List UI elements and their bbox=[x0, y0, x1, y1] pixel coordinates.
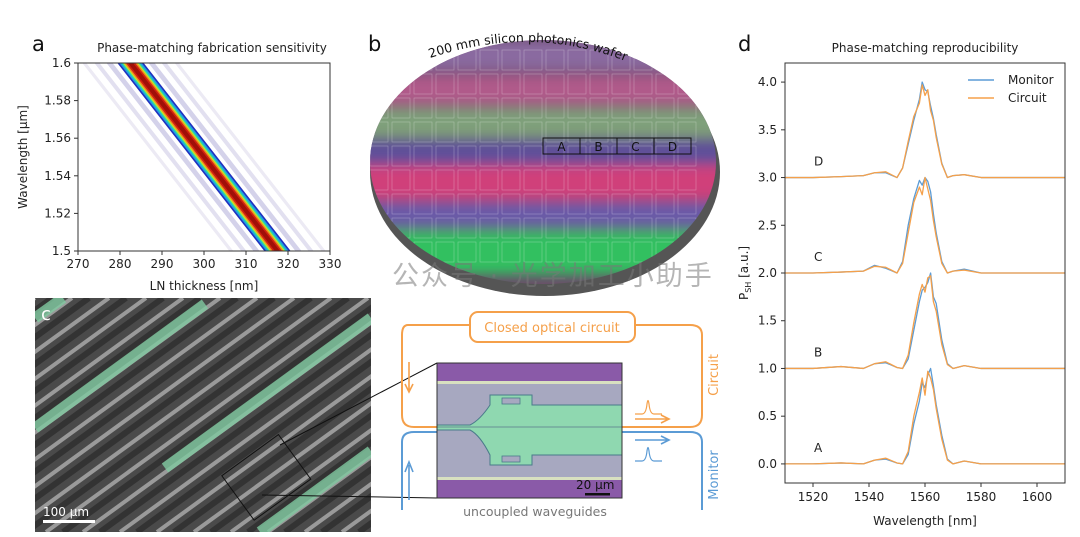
legend: Monitor Circuit bbox=[968, 73, 1054, 105]
legend-monitor-label: Monitor bbox=[1008, 73, 1054, 87]
monitor-pulse-icon bbox=[635, 446, 662, 462]
trace-label: D bbox=[814, 155, 823, 169]
circuit-side-label: Circuit bbox=[707, 354, 722, 396]
inset-micrograph bbox=[436, 362, 623, 499]
sem-scale-bar bbox=[43, 520, 95, 523]
heatmap-band bbox=[127, 63, 281, 251]
circuit-output-arrow-icon bbox=[635, 414, 671, 424]
y-tick-label: 2.0 bbox=[758, 266, 777, 280]
uncoupled-waveguides-label: uncoupled waveguides bbox=[463, 504, 607, 519]
y-tick-label: 3.5 bbox=[758, 123, 777, 137]
y-tick-label: 3.0 bbox=[758, 171, 777, 185]
circuit-arrow-down-icon bbox=[404, 362, 414, 394]
legend-circuit-label: Circuit bbox=[1008, 91, 1047, 105]
die-label: B bbox=[594, 140, 602, 154]
trace-C-monitor bbox=[785, 176, 1065, 274]
circuit-pulse-icon bbox=[635, 399, 662, 415]
heatmap-chart: 270 280 290 300 310 320 330 1.5 1.52 1.54 1.56 1.58… bbox=[16, 56, 342, 293]
trace-B-circuit bbox=[785, 275, 1065, 370]
sem-waveguide-highlights bbox=[35, 298, 371, 532]
inset-scale-label: 20 µm bbox=[576, 478, 614, 492]
heatmap-title: Phase-matching fabrication sensitivity bbox=[97, 41, 327, 55]
trace-D-circuit bbox=[785, 84, 1065, 179]
x-tick-label: 1600 bbox=[1022, 490, 1053, 504]
heatmap-band bbox=[106, 63, 260, 251]
trace-A-circuit bbox=[785, 370, 1065, 465]
monitor-output-arrow-icon bbox=[635, 435, 671, 445]
circuit-diagram: Closed optical circuit Circuit Monitor 2… bbox=[401, 311, 722, 519]
closed-circuit-box bbox=[469, 311, 636, 343]
y-tick-label: 1.5 bbox=[52, 244, 71, 258]
x-tick-label: 290 bbox=[151, 257, 174, 271]
die-box-D bbox=[653, 137, 692, 155]
panel-label-c: c bbox=[41, 304, 51, 325]
sem-scale-label: 100 µm bbox=[43, 505, 89, 519]
y-tick-label: 1.52 bbox=[44, 206, 71, 220]
heatmap-band bbox=[161, 63, 314, 251]
trace-B-monitor bbox=[785, 272, 1065, 370]
y-tick-label: 1.5 bbox=[758, 314, 777, 328]
y-tick-label: 1.0 bbox=[758, 361, 777, 375]
x-tick-label: 1580 bbox=[966, 490, 997, 504]
y-tick-label: 0.0 bbox=[758, 457, 777, 471]
trace-label: C bbox=[814, 250, 822, 264]
x-tick-label: 1540 bbox=[854, 490, 885, 504]
x-tick-label: 320 bbox=[277, 257, 300, 271]
y-tick-label: 0.5 bbox=[758, 409, 777, 423]
die-label: A bbox=[557, 140, 566, 154]
trace-label: B bbox=[814, 345, 822, 359]
y-tick-label: 1.6 bbox=[52, 56, 71, 70]
spectra-title: Phase-matching reproducibility bbox=[831, 41, 1019, 55]
y-tick-label: 1.54 bbox=[44, 169, 71, 183]
trace-C-circuit bbox=[785, 176, 1065, 274]
y-tick-label: 4.0 bbox=[758, 75, 777, 89]
panel-label-b: b bbox=[368, 32, 382, 56]
heatmap-band bbox=[82, 63, 234, 251]
heatmap-bands bbox=[82, 63, 326, 251]
panel-label-d: d bbox=[738, 32, 752, 56]
inset-scale-bar bbox=[585, 493, 610, 496]
heatmap-band bbox=[174, 63, 326, 251]
die-label: D bbox=[668, 140, 677, 154]
closed-circuit-label: Closed optical circuit bbox=[484, 321, 619, 336]
monitor-side-label: Monitor bbox=[707, 450, 722, 500]
y-tick-label: 2.5 bbox=[758, 218, 777, 232]
x-tick-label: 1560 bbox=[910, 490, 941, 504]
x-tick-label: 280 bbox=[109, 257, 132, 271]
trace-label: A bbox=[814, 441, 823, 455]
heatmap-band bbox=[94, 63, 247, 251]
die-label: C bbox=[631, 140, 639, 154]
y-tick-label: 1.58 bbox=[44, 94, 71, 108]
x-tick-label: 270 bbox=[67, 257, 90, 271]
monitor-arrow-up-icon bbox=[404, 459, 414, 500]
panel-label-a: a bbox=[32, 32, 45, 56]
watermark: 公众号 · 光学加工小助手 bbox=[392, 261, 714, 292]
heatmap-ylabel: Wavelength [µm] bbox=[16, 105, 30, 209]
trace-A-monitor bbox=[785, 367, 1065, 465]
x-tick-label: 300 bbox=[193, 257, 216, 271]
x-tick-label: 330 bbox=[319, 257, 342, 271]
spectra-ylabel: PSH [a.u.] bbox=[737, 246, 753, 300]
spectra-xlabel: Wavelength [nm] bbox=[873, 514, 977, 528]
sem-zoom-box bbox=[221, 433, 312, 521]
x-tick-label: 1520 bbox=[798, 490, 829, 504]
x-tick-label: 310 bbox=[235, 257, 258, 271]
heatmap-band bbox=[148, 63, 302, 251]
y-tick-label: 1.56 bbox=[44, 131, 71, 145]
heatmap-xlabel: LN thickness [nm] bbox=[150, 279, 259, 293]
